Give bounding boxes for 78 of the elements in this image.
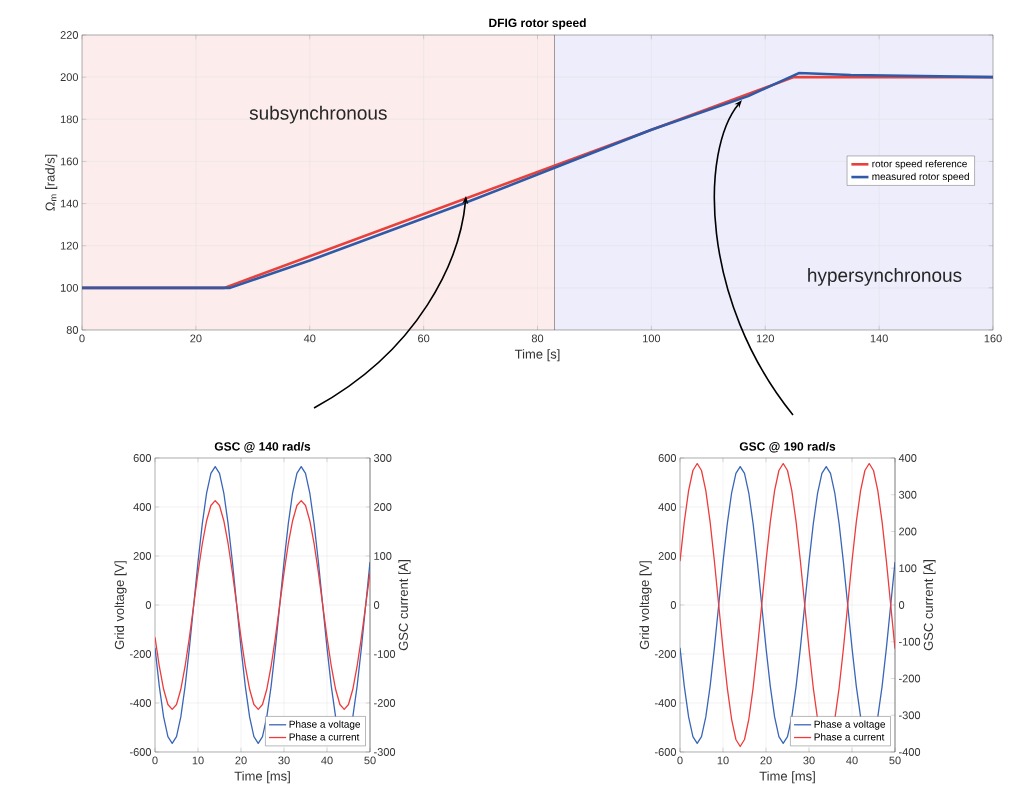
x-tick-label: 80: [531, 334, 544, 343]
x-tick-label: 30: [803, 756, 815, 765]
x-tick-label: 40: [846, 756, 858, 765]
y-tick-label: 600: [658, 454, 677, 462]
y2-tick-label: -200: [899, 674, 921, 683]
y-tick-label: 400: [658, 503, 677, 511]
chart-title: DFIG rotor speed: [489, 18, 586, 30]
y-tick-label: 200: [658, 552, 677, 560]
chart-title: GSC @ 190 rad/s: [739, 441, 836, 453]
y2-tick-label: 100: [899, 564, 917, 573]
x-tick-label: 20: [760, 756, 772, 765]
y-tick-label: -400: [654, 699, 677, 707]
y2-tick-label: 200: [374, 503, 392, 511]
y-tick-label: 220: [60, 31, 79, 39]
y-tick-label: 200: [60, 73, 79, 82]
legend-label: rotor speed reference: [872, 159, 967, 170]
x-axis-title: Time [s]: [514, 349, 560, 362]
y-tick-label: 180: [60, 115, 79, 124]
y2-tick-label: -300: [374, 748, 396, 756]
x-tick-label: 120: [756, 334, 774, 343]
x-tick-label: 60: [418, 334, 430, 343]
legend-label: Phase a current: [814, 733, 885, 741]
y2-axis-title: GSC current [A]: [923, 560, 936, 651]
y-tick-label: -600: [654, 748, 677, 756]
y-tick-label: 160: [60, 157, 79, 166]
y2-tick-label: -100: [899, 637, 921, 646]
x-tick-label: 20: [235, 756, 247, 765]
y-tick-label: 0: [145, 601, 152, 609]
y2-tick-label: 400: [898, 454, 917, 462]
x-tick-label: 0: [79, 334, 85, 343]
y-tick-label: 0: [670, 601, 677, 609]
legend-label: Phase a current: [289, 733, 360, 741]
y2-tick-label: -400: [899, 748, 921, 756]
y-tick-label: 600: [133, 454, 152, 462]
x-tick-label: 50: [889, 756, 901, 765]
x-tick-label: 10: [192, 756, 204, 765]
y-tick-label: 200: [133, 552, 152, 560]
x-tick-label: 40: [303, 334, 316, 343]
x-tick-label: 0: [152, 756, 158, 765]
y-tick-label: -600: [129, 748, 152, 756]
y2-tick-label: 0: [373, 601, 380, 609]
y2-tick-label: 300: [898, 490, 917, 499]
x-tick-label: 20: [190, 334, 202, 343]
y-tick-label: 120: [60, 241, 79, 250]
y-axis-title: Grid voltage [V]: [639, 561, 652, 650]
y-tick-label: -200: [654, 650, 677, 658]
y-axis-title: Ω$_{m}$ [rad/s]: [45, 154, 58, 211]
legend-label: measured rotor speed: [872, 172, 969, 183]
x-tick-label: 10: [717, 756, 729, 765]
y2-tick-label: 200: [899, 527, 917, 536]
y-tick-label: 400: [133, 503, 152, 511]
y2-tick-label: -100: [374, 650, 396, 658]
y2-tick-label: 0: [898, 601, 905, 609]
x-tick-label: 40: [321, 756, 333, 765]
y-tick-label: 140: [60, 199, 79, 208]
x-tick-label: 100: [643, 334, 661, 343]
y2-axis-title: GSC current [A]: [398, 560, 411, 651]
y-tick-label: -400: [129, 699, 152, 707]
legend-label: Phase a voltage: [289, 720, 361, 730]
chart-title: GSC @ 140 rad/s: [214, 441, 311, 453]
y2-tick-label: -200: [374, 699, 396, 707]
legend-label: Phase a voltage: [814, 720, 886, 730]
y-tick-label: -200: [129, 650, 152, 658]
x-tick-label: 0: [677, 756, 683, 765]
x-tick-label: 50: [364, 756, 376, 765]
y2-tick-label: -300: [899, 711, 921, 720]
x-axis-title: Time [ms]: [759, 771, 815, 784]
band-label: subsynchronous: [249, 105, 387, 124]
band-label: hypersynchronous: [808, 268, 962, 286]
y-axis-title: Grid voltage [V]: [114, 561, 127, 650]
y-tick-label: 80: [66, 326, 79, 334]
x-tick-label: 30: [278, 756, 290, 765]
y2-tick-label: 300: [373, 454, 392, 462]
y2-tick-label: 100: [374, 552, 392, 560]
y-tick-label: 100: [60, 283, 79, 292]
x-tick-label: 140: [870, 334, 888, 343]
x-axis-title: Time [ms]: [234, 771, 290, 784]
x-tick-label: 160: [984, 334, 1002, 343]
